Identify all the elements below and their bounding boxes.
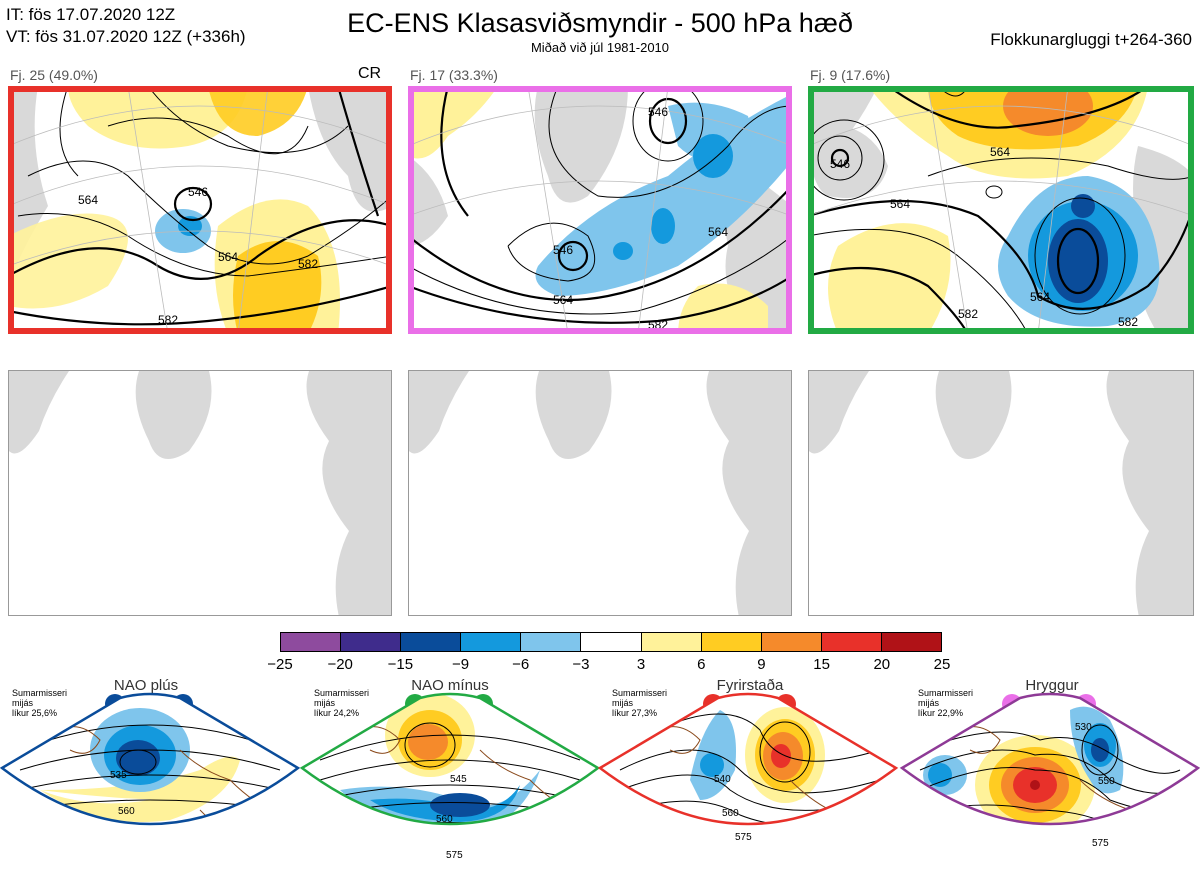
colorbar-tick-label: −25 [267,656,293,673]
contour-label: 582 [1118,315,1138,329]
regime-contour-label: 545 [450,774,467,785]
regime-contour-label: 560 [722,808,739,819]
empty-map-3 [808,370,1194,616]
colorbar-tick-label: 9 [757,656,766,673]
regime-2-title: NAO mínus [411,677,489,694]
regime-1-title: NAO plús [113,677,179,694]
issue-time: IT: fös 17.07.2020 12Z [6,5,176,24]
colorbar-tick-label: −3 [572,656,590,673]
cluster-3-label: Fj. 9 (17.6%) [810,67,891,83]
regime-maps: 535 560 545 560 575 [0,692,1200,861]
cluster-2-map: 546 564 546 564 582 [408,86,792,334]
colorbar-swatch [401,633,462,651]
cluster-1-map: 546 564 582 564 582 [8,86,392,334]
colorbar-tick-label: 15 [813,656,830,673]
contour-label: 582 [958,307,978,321]
valid-time: VT: fös 31.07.2020 12Z (+336h) [6,27,246,46]
regime-contour-label: 560 [436,814,453,825]
regime-contour-label: 530 [1075,722,1092,733]
colorbar-tick-label: 3 [636,656,646,673]
regime-1-map [2,694,298,824]
cluster-1-label: Fj. 25 (49.0%) [10,67,98,83]
colorbar-swatch [341,633,402,651]
colorbar-swatch [821,633,882,651]
regime-contour-label: 550 [1098,776,1115,787]
regime-2-note: Sumarmisseri mijás líkur 24,2% [314,688,370,718]
colorbar-tick-label: −20 [327,656,353,673]
cr-label: CR [358,65,382,82]
regime-3-note: Sumarmisseri mijás líkur 27,3% [612,688,668,718]
colorbar-swatch [881,633,942,651]
page-subtitle: Miðað við júl 1981-2010 [530,40,670,55]
colorbar-tick-label: 6 [697,656,706,673]
regime-contour-label: 540 [714,774,731,785]
cluster-2-label: Fj. 17 (33.3%) [410,67,498,83]
contour-label: 564 [218,250,238,264]
contour-label: 582 [298,257,318,271]
regime-4-note: Sumarmisseri mijás líkur 22,9% [918,688,974,718]
colorbar-tick-label: −6 [512,656,530,673]
cluster-window: Flokkunargluggi t+264-360 [990,30,1192,49]
colorbar-tick-label: 20 [873,656,891,673]
colorbar-swatch [521,633,582,651]
page-title: EC-ENS Klasasviðsmyndir - 500 hPa hæð [347,8,853,38]
empty-map-2 [408,370,792,616]
contour-label: 546 [648,105,668,119]
colorbar-swatch [461,633,522,651]
regime-3-title: Fyrirstaða [716,677,784,694]
contour-label: 564 [553,293,573,307]
contour-label: 564 [1030,290,1050,304]
colorbar-swatch [641,633,702,651]
cluster-3-map: 564 564 546 564 582 582 [808,86,1194,334]
colorbar-tick-label: −15 [387,656,414,673]
colorbar-swatch [761,633,822,651]
contour-label: 582 [648,318,668,332]
colorbar-tick-label: −9 [451,656,470,673]
colorbar-swatch [701,633,762,651]
colorbar-swatch [581,633,642,651]
regime-4-map [902,694,1198,824]
empty-map-1 [8,370,392,616]
contour-label: 546 [553,243,573,257]
regime-1-note: Sumarmisseri mijás líkur 25,6% [12,688,68,718]
regime-contour-label: 575 [735,832,752,843]
colorbar-tick-label: 25 [933,656,951,673]
regime-contour-label: 575 [1092,838,1109,849]
regime-4-title: Hryggur [1025,677,1079,694]
contour-label: 546 [830,157,850,171]
colorbar-swatch [281,633,342,651]
contour-label: 582 [158,313,178,327]
anomaly-colorbar [280,632,942,652]
regime-contour-label: 575 [446,850,463,861]
contour-label: 546 [188,185,208,199]
contour-label: 564 [78,193,98,207]
regime-3-map [600,694,896,824]
header-info: IT: fös 17.07.2020 12Z VT: fös 31.07.202… [6,4,246,48]
contour-label: 564 [708,225,728,239]
contour-label: 564 [990,145,1010,159]
regime-contour-label: 535 [110,770,127,781]
regime-contour-label: 560 [118,806,135,817]
contour-label: 564 [890,197,910,211]
